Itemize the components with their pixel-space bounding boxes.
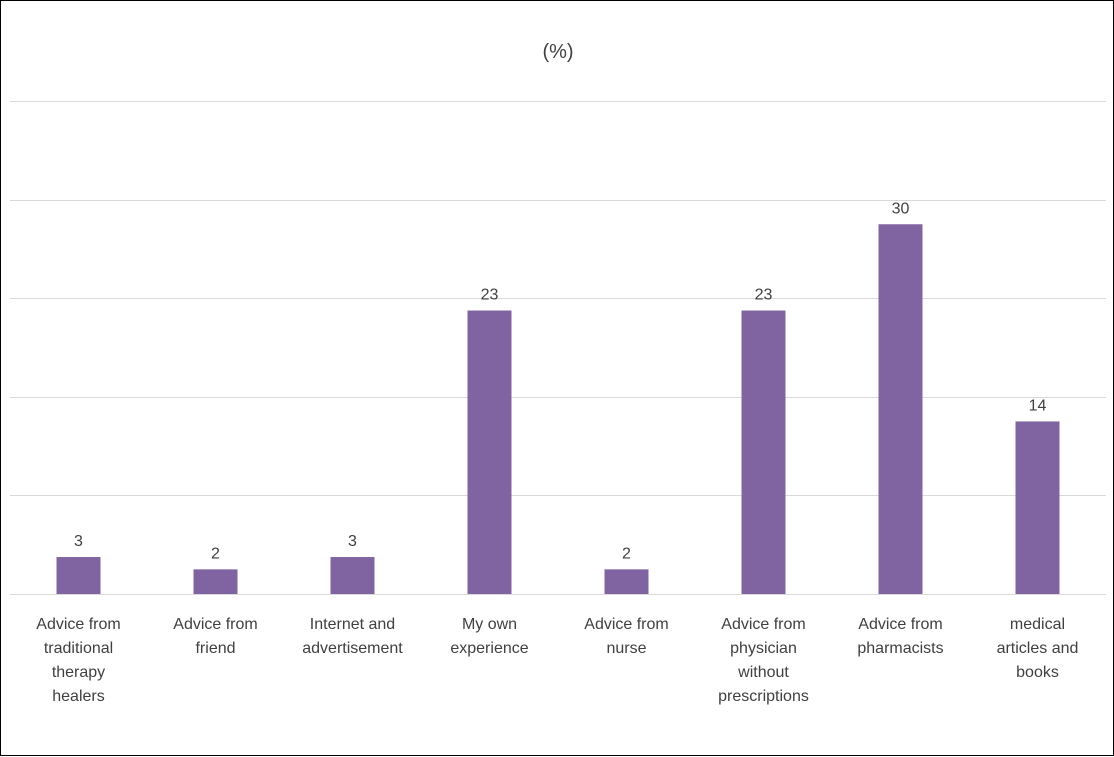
category-label-line: Advice from <box>721 616 805 633</box>
data-label: 23 <box>755 287 773 304</box>
category-label-line: traditional <box>44 640 113 657</box>
category-label-line: medical <box>1010 616 1065 633</box>
data-label: 30 <box>892 200 910 217</box>
category-label-line: nurse <box>606 640 646 657</box>
category-label: Advice from friend <box>173 616 257 657</box>
category-label-line: Advice from <box>858 616 942 633</box>
bar <box>330 557 375 594</box>
data-label: 2 <box>211 545 220 562</box>
category-label-line: advertisement <box>302 640 403 657</box>
category-label-line: therapy <box>52 664 105 681</box>
bar <box>56 557 101 594</box>
bar <box>878 224 923 594</box>
data-label: 3 <box>74 533 83 550</box>
category-label: Advice from pharmacists <box>857 616 943 657</box>
bar <box>741 310 786 594</box>
data-label: 3 <box>348 533 357 550</box>
data-label: 2 <box>622 545 631 562</box>
category-label-line: friend <box>195 640 235 657</box>
category-label-line: articles and <box>997 640 1079 657</box>
data-label: 23 <box>481 287 499 304</box>
category-label-line: pharmacists <box>857 640 943 657</box>
category-label-line: Internet and <box>310 616 395 633</box>
category-label-line: healers <box>52 688 104 705</box>
category-label-line: Advice from <box>36 616 120 633</box>
category-label: Advice from nurse <box>584 616 668 657</box>
category-label-line: physician <box>730 640 797 657</box>
category-label-line: Advice from <box>173 616 257 633</box>
category-label-line: Advice from <box>584 616 668 633</box>
category-label-line: experience <box>450 640 528 657</box>
category-label: Internet and advertisement <box>302 616 403 657</box>
data-label: 14 <box>1029 397 1047 414</box>
category-label: medical articles and books <box>997 616 1079 681</box>
category-label: Advice from traditional therapy healers <box>36 616 120 705</box>
bar <box>604 569 649 594</box>
category-label-line: prescriptions <box>718 688 809 705</box>
category-label-line: books <box>1016 664 1059 681</box>
bar <box>1015 421 1060 594</box>
bar <box>193 569 238 594</box>
category-label-line: without <box>737 664 789 681</box>
category-label: My own experience <box>450 616 528 657</box>
category-label: Advice from physician without prescriptions <box>718 616 809 705</box>
bar <box>467 310 512 594</box>
chart-title: (%) <box>542 41 574 63</box>
category-label-line: My own <box>462 616 517 633</box>
